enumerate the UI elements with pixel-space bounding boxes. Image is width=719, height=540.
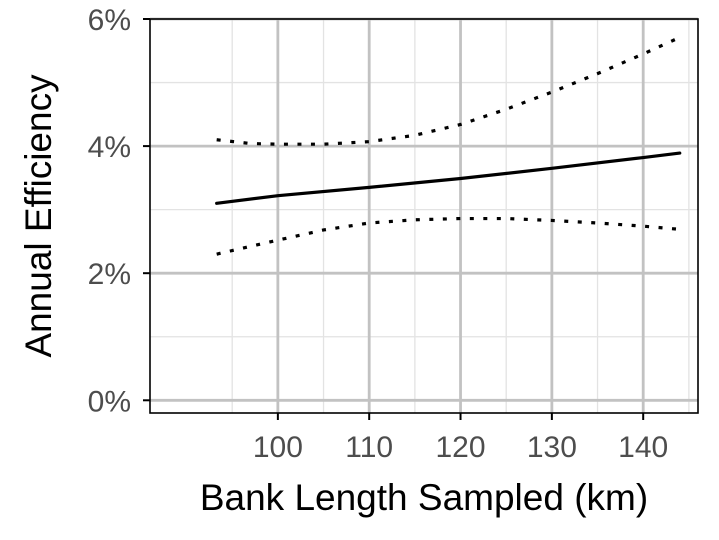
x-tick-label: 100 (253, 431, 303, 464)
x-tick-label: 140 (618, 431, 668, 464)
y-tick-label: 2% (88, 258, 131, 291)
panel-border (149, 18, 699, 414)
series-line-estimate (215, 151, 682, 205)
y-axis-title: Annual Efficiency (18, 74, 59, 358)
x-axis-title: Bank Length Sampled (km) (200, 477, 648, 518)
x-tick-label: 120 (436, 431, 486, 464)
series-line-lower-bound (216, 216, 680, 256)
y-tick-label: 0% (88, 385, 131, 418)
axis-tick-labels: 100 110 120 130 140 0% 2% 4% 6% (88, 4, 669, 464)
x-tick-label: 130 (527, 431, 577, 464)
minor-gridlines (150, 19, 698, 413)
series-lines (215, 35, 682, 256)
series-line-upper-bound (216, 35, 681, 146)
y-tick-label: 6% (88, 4, 131, 37)
x-tick-label: 110 (345, 431, 393, 464)
y-tick-label: 4% (88, 131, 131, 164)
axis-ticks (143, 18, 645, 420)
